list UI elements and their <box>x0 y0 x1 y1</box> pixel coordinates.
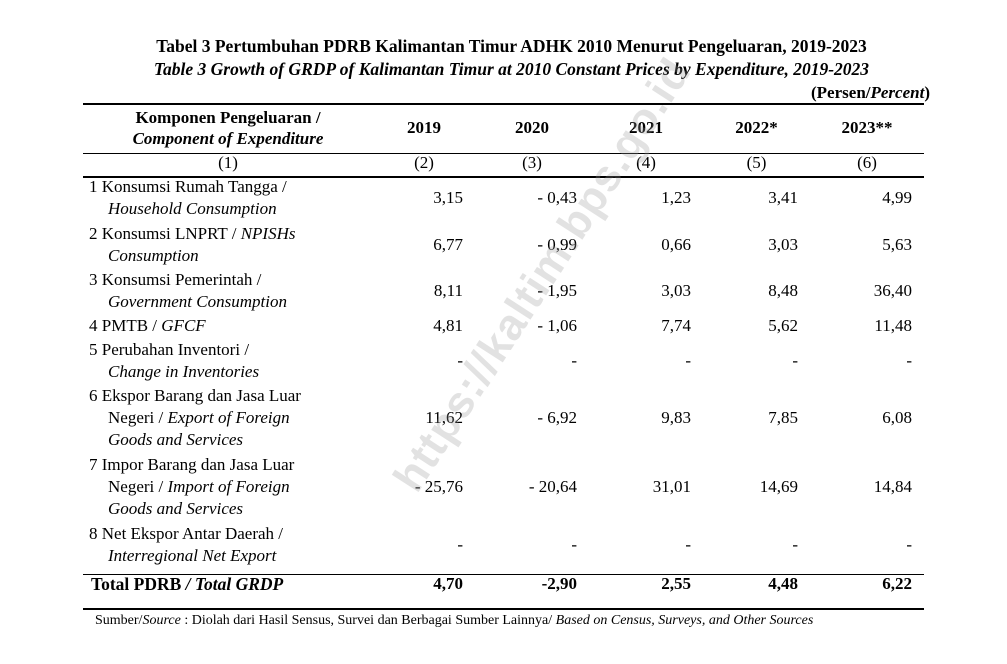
total-label: Total PDRB / Total GRDP <box>91 574 284 594</box>
cell-value: 0,66 <box>661 235 691 254</box>
cell-value: - <box>792 351 798 370</box>
column-number-row: (1) (2) (3) (4) (5) (6) <box>83 152 924 174</box>
row-label: 3 Konsumsi Pemerintah / Government Consu… <box>89 270 287 311</box>
growth-table: Komponen Pengeluaran / Component of Expe… <box>83 103 924 601</box>
component-header: Komponen Pengeluaran / Component of Expe… <box>132 107 324 148</box>
cell-value: 5,63 <box>882 235 912 254</box>
row-label: 7 Impor Barang dan Jasa Luar Negeri / Im… <box>89 455 295 518</box>
cell-value: 36,40 <box>873 281 912 300</box>
total-row: Total PDRB / Total GRDP 4,70 -2,90 2,55 … <box>83 567 924 601</box>
cell-value: - <box>571 351 577 370</box>
year-header: 2020 <box>515 117 549 137</box>
row-label: 8 Net Ekspor Antar Daerah / Interregiona… <box>89 523 284 565</box>
table-row: 2 Konsumsi LNPRT / NPISHs Consumption 6,… <box>83 222 924 268</box>
row-label: 1 Konsumsi Rumah Tangga / Household Cons… <box>89 177 287 218</box>
cell-value: 14,69 <box>759 477 798 496</box>
total-value: 2,55 <box>661 574 691 593</box>
cell-value: 9,83 <box>661 408 691 427</box>
cell-value: - 0,99 <box>537 235 577 254</box>
cell-value: - 25,76 <box>414 477 463 496</box>
cell-value: 14,84 <box>873 477 912 496</box>
year-header: 2023** <box>841 117 893 137</box>
cell-value: 1,23 <box>661 188 691 207</box>
cell-value: 31,01 <box>652 477 691 496</box>
column-number: (6) <box>857 153 877 172</box>
column-number: (1) <box>218 153 238 172</box>
cell-value: - 6,92 <box>537 408 577 427</box>
cell-value: - <box>906 351 912 370</box>
top-rule <box>83 103 924 105</box>
cell-value: 7,85 <box>768 408 798 427</box>
cell-value: 3,15 <box>433 188 463 207</box>
col-number-rule <box>83 176 924 178</box>
cell-value: - <box>685 534 691 554</box>
total-top-rule <box>83 574 924 575</box>
cell-value: 6,08 <box>882 408 912 427</box>
cell-value: 4,99 <box>882 188 912 207</box>
cell-value: 4,81 <box>433 316 463 335</box>
cell-value: - <box>457 534 463 554</box>
cell-value: 3,03 <box>661 281 691 300</box>
year-header: 2021 <box>629 117 663 137</box>
table-title-english: Table 3 Growth of GRDP of Kalimantan Tim… <box>153 59 870 79</box>
year-header: 2019 <box>407 117 441 137</box>
table-row: 8 Net Ekspor Antar Daerah / Interregiona… <box>83 522 924 567</box>
cell-value: - 1,06 <box>537 316 577 335</box>
cell-value: - 1,95 <box>537 281 577 300</box>
total-value: 4,48 <box>768 574 798 593</box>
header-rule <box>83 153 924 154</box>
table-row: 7 Impor Barang dan Jasa Luar Negeri / Im… <box>83 452 924 522</box>
bottom-rule <box>83 608 924 610</box>
table-title-indonesian: Tabel 3 Pertumbuhan PDRB Kalimantan Timu… <box>156 36 867 56</box>
unit-label: (Persen/Percent) <box>811 83 930 102</box>
cell-value: - <box>792 534 798 554</box>
cell-value: - <box>685 351 691 370</box>
cell-value: - 20,64 <box>528 477 577 496</box>
cell-value: 11,48 <box>874 316 912 335</box>
column-number: (4) <box>636 153 656 172</box>
cell-value: - 0,43 <box>537 188 577 207</box>
column-number: (5) <box>746 153 767 172</box>
column-number: (2) <box>414 153 434 172</box>
row-label: 5 Perubahan Inventori / Change in Invent… <box>89 340 260 381</box>
table-row: 1 Konsumsi Rumah Tangga / Household Cons… <box>83 174 924 222</box>
table-row: 4 PMTB / GFCF 4,81 - 1,06 7,74 5,62 11,4… <box>83 314 924 338</box>
cell-value: 8,11 <box>433 281 463 300</box>
header-row: Komponen Pengeluaran / Component of Expe… <box>83 103 924 152</box>
source-note: Sumber/Source : Diolah dari Hasil Sensus… <box>95 613 814 628</box>
row-label: 6 Ekspor Barang dan Jasa Luar Negeri / E… <box>89 386 301 449</box>
total-value: 6,22 <box>882 574 912 593</box>
total-value: 4,70 <box>433 574 463 593</box>
table-row: 5 Perubahan Inventori / Change in Invent… <box>83 338 924 384</box>
table-row: 3 Konsumsi Pemerintah / Government Consu… <box>83 268 924 314</box>
row-label: 4 PMTB / GFCF <box>89 316 206 335</box>
cell-value: 6,77 <box>433 235 463 254</box>
table-row: 6 Ekspor Barang dan Jasa Luar Negeri / E… <box>83 384 924 452</box>
cell-value: - <box>906 534 912 554</box>
cell-value: 11,62 <box>425 408 463 427</box>
row-label: 2 Konsumsi LNPRT / NPISHs Consumption <box>89 224 296 265</box>
cell-value: 8,48 <box>768 281 798 300</box>
total-value: -2,90 <box>541 574 577 593</box>
cell-value: - <box>571 534 577 554</box>
year-header: 2022* <box>735 117 778 137</box>
column-number: (3) <box>522 153 542 172</box>
cell-value: 7,74 <box>661 316 691 335</box>
cell-value: 5,62 <box>768 316 798 335</box>
cell-value: 3,41 <box>768 188 798 207</box>
cell-value: 3,03 <box>768 235 798 254</box>
cell-value: - <box>457 351 463 370</box>
